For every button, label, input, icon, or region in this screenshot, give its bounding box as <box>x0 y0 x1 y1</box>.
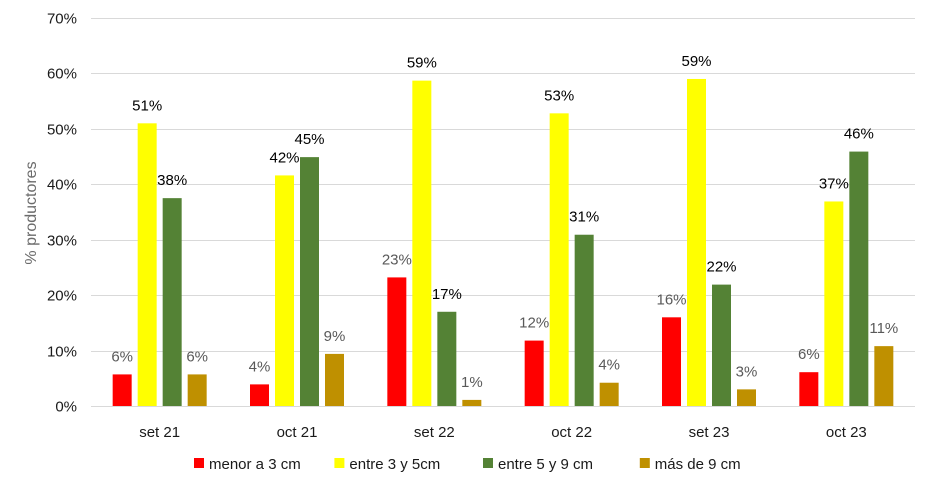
data-label: 6% <box>186 348 208 365</box>
bar <box>799 372 819 406</box>
data-label: 16% <box>656 291 686 308</box>
y-tick-label: 40% <box>47 177 77 194</box>
legend-swatch <box>194 458 204 468</box>
x-category-label: set 22 <box>414 424 455 441</box>
bar <box>275 175 294 406</box>
x-category-label: oct 22 <box>551 424 592 441</box>
data-label: 9% <box>324 328 346 345</box>
bar <box>187 374 207 406</box>
bar <box>849 151 869 406</box>
y-tick-label: 0% <box>55 399 77 416</box>
data-label: 38% <box>157 172 187 189</box>
data-label: 4% <box>249 358 271 375</box>
bar <box>599 382 619 406</box>
x-axis-categories: set 21 oct 21 set 22 oct 22 set 23 oct 23 <box>139 424 867 441</box>
y-tick-label: 70% <box>47 11 77 28</box>
y-tick-label: 10% <box>47 344 77 361</box>
bar <box>387 277 407 406</box>
x-category-label: set 23 <box>689 424 730 441</box>
legend-label: entre 5 y 9 cm <box>498 456 593 473</box>
x-category-label: oct 23 <box>826 424 867 441</box>
data-labels: 6% 51% 38% 6% 4% 42%45% 9% 23% 59% 17% 1% 12% 53% 31%… <box>111 53 898 391</box>
data-label: 6% <box>798 346 820 363</box>
y-axis-ticks: 0% 10% 20% 30% 40% 50% 60% 70% <box>47 11 77 416</box>
data-label: 11% <box>869 320 898 337</box>
bar <box>137 123 157 407</box>
y-axis-label: % productores <box>23 161 40 264</box>
bar <box>712 284 731 406</box>
data-label: 12% <box>519 315 549 332</box>
data-label: 45% <box>294 131 324 148</box>
bar <box>112 374 132 406</box>
bar <box>737 389 756 406</box>
data-label: 53% <box>544 87 574 104</box>
legend-swatch <box>334 458 345 468</box>
data-label: 42% <box>269 149 299 166</box>
x-category-label: oct 21 <box>277 424 318 441</box>
legend-swatch <box>639 458 650 468</box>
bar <box>874 346 894 406</box>
bar <box>412 80 432 407</box>
legend-label: menor a 3 cm <box>209 456 301 473</box>
gridlines <box>91 18 915 407</box>
legend-label: entre 3 y 5cm <box>349 456 440 473</box>
bar <box>549 113 569 406</box>
legend-label: más de 9 cm <box>655 456 741 473</box>
bar <box>437 311 457 406</box>
y-tick-label: 20% <box>47 288 77 305</box>
bar <box>574 234 594 406</box>
bar <box>162 198 182 406</box>
bar <box>462 399 482 406</box>
data-label: 46% <box>844 126 874 143</box>
data-label: 4% <box>598 357 620 374</box>
data-label: 37% <box>819 175 849 192</box>
bar <box>325 353 344 406</box>
data-label: 6% <box>111 348 133 365</box>
bar <box>824 201 844 406</box>
data-label: 22% <box>706 259 736 276</box>
bar <box>250 384 269 406</box>
bar <box>662 317 681 406</box>
y-tick-label: 30% <box>47 233 77 250</box>
data-label: 51% <box>132 97 162 114</box>
legend: menor a 3 cm entre 3 y 5cm entre 5 y 9 cm m… <box>194 456 741 473</box>
data-label: 59% <box>407 55 437 72</box>
data-label: 3% <box>736 363 758 380</box>
y-tick-label: 60% <box>47 66 77 83</box>
bar <box>300 157 319 406</box>
data-label: 1% <box>461 374 483 391</box>
data-label: 17% <box>432 286 462 303</box>
x-category-label: set 21 <box>139 424 180 441</box>
data-label: 23% <box>382 251 412 268</box>
y-tick-label: 50% <box>47 122 77 139</box>
bar <box>687 78 706 406</box>
legend-swatch <box>483 458 493 468</box>
bars <box>112 78 894 407</box>
bar <box>524 340 544 406</box>
data-label: 31% <box>569 209 599 226</box>
data-label: 59% <box>681 53 711 70</box>
